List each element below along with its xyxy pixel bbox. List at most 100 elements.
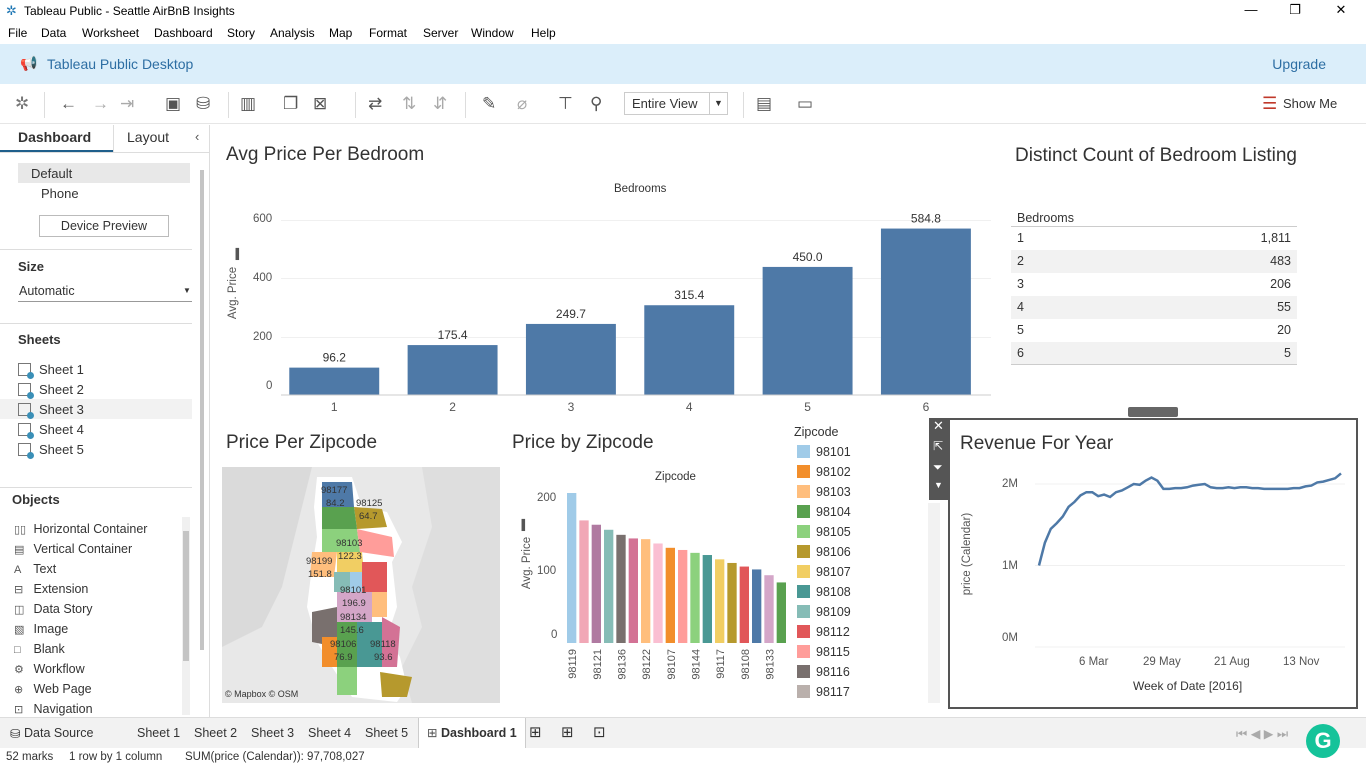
table-row[interactable]: 4 55	[1011, 295, 1297, 319]
menu-file[interactable]: File	[8, 26, 28, 40]
bar[interactable]	[702, 555, 712, 643]
object-vertical-container[interactable]: ▤ Vertical Container	[14, 542, 132, 556]
bar[interactable]	[880, 228, 971, 395]
tableau-home-icon[interactable]: ✲	[15, 94, 30, 113]
legend-item[interactable]: 98116	[797, 665, 850, 679]
upgrade-link[interactable]: Upgrade	[1272, 56, 1326, 72]
table-row[interactable]: 1 1,811	[1011, 227, 1297, 250]
show-me-icon[interactable]: ☰	[1262, 94, 1278, 113]
object-blank[interactable]: □ Blank	[14, 642, 65, 656]
line-chart-svg[interactable]	[1035, 470, 1345, 650]
bar[interactable]	[762, 266, 853, 395]
zip-bar-svg[interactable]	[566, 480, 788, 645]
tab-sheet-3[interactable]: Sheet 3	[251, 726, 295, 740]
zipcode-map[interactable]: 98177 84.2 98125 64.7 98103 122.3 98199 …	[222, 467, 500, 703]
device-default[interactable]	[18, 163, 190, 183]
bar[interactable]	[752, 569, 762, 643]
bar[interactable]	[715, 559, 725, 643]
sort-ascending-icon[interactable]: ⇅	[402, 94, 417, 113]
legend-item[interactable]: 98105	[797, 525, 851, 539]
bar[interactable]	[579, 520, 589, 643]
clear-sheet-icon[interactable]: ⊠	[313, 94, 328, 113]
bar[interactable]	[641, 539, 651, 643]
bar[interactable]	[604, 529, 614, 643]
legend-item[interactable]: 98106	[797, 545, 851, 559]
duplicate-sheet-icon[interactable]: ❐	[283, 94, 299, 113]
bar[interactable]	[764, 575, 774, 643]
revenue-panel[interactable]: Revenue For Year price (Calendar) 2M 1M …	[948, 418, 1358, 709]
objects-scrollbar[interactable]	[182, 517, 190, 715]
device-preview-button[interactable]: Device Preview	[39, 215, 169, 237]
highlight-icon[interactable]: ✎	[482, 94, 497, 113]
minimize-button[interactable]: —	[1244, 2, 1258, 17]
menu-worksheet[interactable]: Worksheet	[82, 26, 140, 40]
bar[interactable]	[567, 493, 577, 643]
tab-dashboard[interactable]: Dashboard	[18, 129, 92, 145]
object-text[interactable]: A Text	[14, 562, 56, 576]
legend-item[interactable]: 98102	[797, 465, 851, 479]
bar[interactable]	[727, 562, 737, 643]
menu-dashboard[interactable]: Dashboard	[154, 26, 213, 40]
new-dashboard-icon[interactable]: ⊞	[561, 724, 574, 741]
tab-dashboard-1[interactable]: ⊞ Dashboard 1	[418, 718, 526, 749]
filter-icon[interactable]: ⏷	[933, 460, 943, 474]
object-image[interactable]: ▧ Image	[14, 622, 68, 636]
legend-item[interactable]: 98117	[797, 685, 850, 699]
menu-map[interactable]: Map	[329, 26, 353, 40]
legend-item[interactable]: 98101	[797, 445, 851, 459]
legend-scroll-track[interactable]	[928, 503, 940, 703]
grammarly-icon[interactable]: G	[1306, 724, 1340, 758]
device-phone[interactable]: Phone	[41, 186, 79, 201]
collapse-pane-icon[interactable]: ‹	[195, 129, 200, 144]
show-me-button[interactable]: Show Me	[1283, 96, 1338, 111]
new-story-icon[interactable]: ⊡	[593, 724, 606, 741]
object-horizontal-container[interactable]: ▯▯ Horizontal Container	[14, 522, 147, 536]
sort-icon[interactable]: ▐	[518, 520, 526, 531]
bar[interactable]	[678, 549, 688, 643]
bar-chart-svg[interactable]: 96.2 1 175.4 2 249.7 3 315.4 4 450.0 5 584.8 6	[281, 165, 991, 455]
sheet-item-2[interactable]: Sheet 2	[18, 382, 84, 399]
legend-item[interactable]: 98104	[797, 505, 851, 519]
pane-scrollbar[interactable]	[200, 170, 204, 650]
object-data-story[interactable]: ◫ Data Story	[14, 602, 93, 616]
menu-window[interactable]: Window	[471, 26, 514, 40]
sort-icon[interactable]: ▐	[232, 249, 240, 260]
tab-nav-arrows[interactable]: ⏮ ◀ ▶ ⏭	[1236, 727, 1289, 741]
legend-item[interactable]: 98103	[797, 485, 851, 499]
redo-icon[interactable]: →	[92, 94, 109, 113]
size-dropdown-value[interactable]: Automatic	[19, 284, 75, 298]
object-extension[interactable]: ⊟ Extension	[14, 582, 88, 596]
chevron-down-icon[interactable]: ▼	[183, 286, 191, 295]
menu-story[interactable]: Story	[227, 26, 256, 40]
table-row[interactable]: 2 483	[1011, 249, 1297, 273]
close-button[interactable]: ✕	[1335, 2, 1347, 17]
table-row[interactable]: 5 20	[1011, 319, 1297, 342]
object-web-page[interactable]: ⊕ Web Page	[14, 682, 92, 696]
bar[interactable]	[628, 538, 638, 643]
bar[interactable]	[616, 534, 626, 643]
show-cards-icon[interactable]: ▤	[756, 94, 773, 113]
bar[interactable]	[591, 524, 601, 643]
maximize-button[interactable]: ❐	[1289, 2, 1301, 17]
data-source-icon[interactable]: ⛁	[10, 727, 21, 741]
tab-data-source[interactable]: Data Source	[24, 726, 94, 740]
menu-help[interactable]: Help	[531, 26, 556, 40]
new-worksheet-icon[interactable]: ⊞	[529, 724, 542, 741]
bar[interactable]	[653, 543, 663, 643]
legend-item[interactable]: 98108	[797, 585, 851, 599]
bar[interactable]	[525, 323, 616, 395]
bar[interactable]	[665, 547, 675, 643]
remove-icon[interactable]: ✕	[933, 418, 944, 433]
sheet-item-3[interactable]: Sheet 3	[18, 402, 84, 419]
sheet-item-4[interactable]: Sheet 4	[18, 422, 84, 439]
more-options-icon[interactable]: ▼	[934, 480, 943, 490]
resize-handle[interactable]	[1128, 407, 1178, 417]
sort-descending-icon[interactable]: ⇵	[433, 94, 448, 113]
presentation-mode-icon[interactable]: ▭	[797, 94, 814, 113]
tab-sheet-1[interactable]: Sheet 1	[137, 726, 181, 740]
object-workflow[interactable]: ⚙ Workflow	[14, 662, 85, 676]
tab-sheet-2[interactable]: Sheet 2	[194, 726, 238, 740]
replay-icon[interactable]: ⇥	[120, 94, 135, 113]
bar[interactable]	[289, 367, 380, 395]
